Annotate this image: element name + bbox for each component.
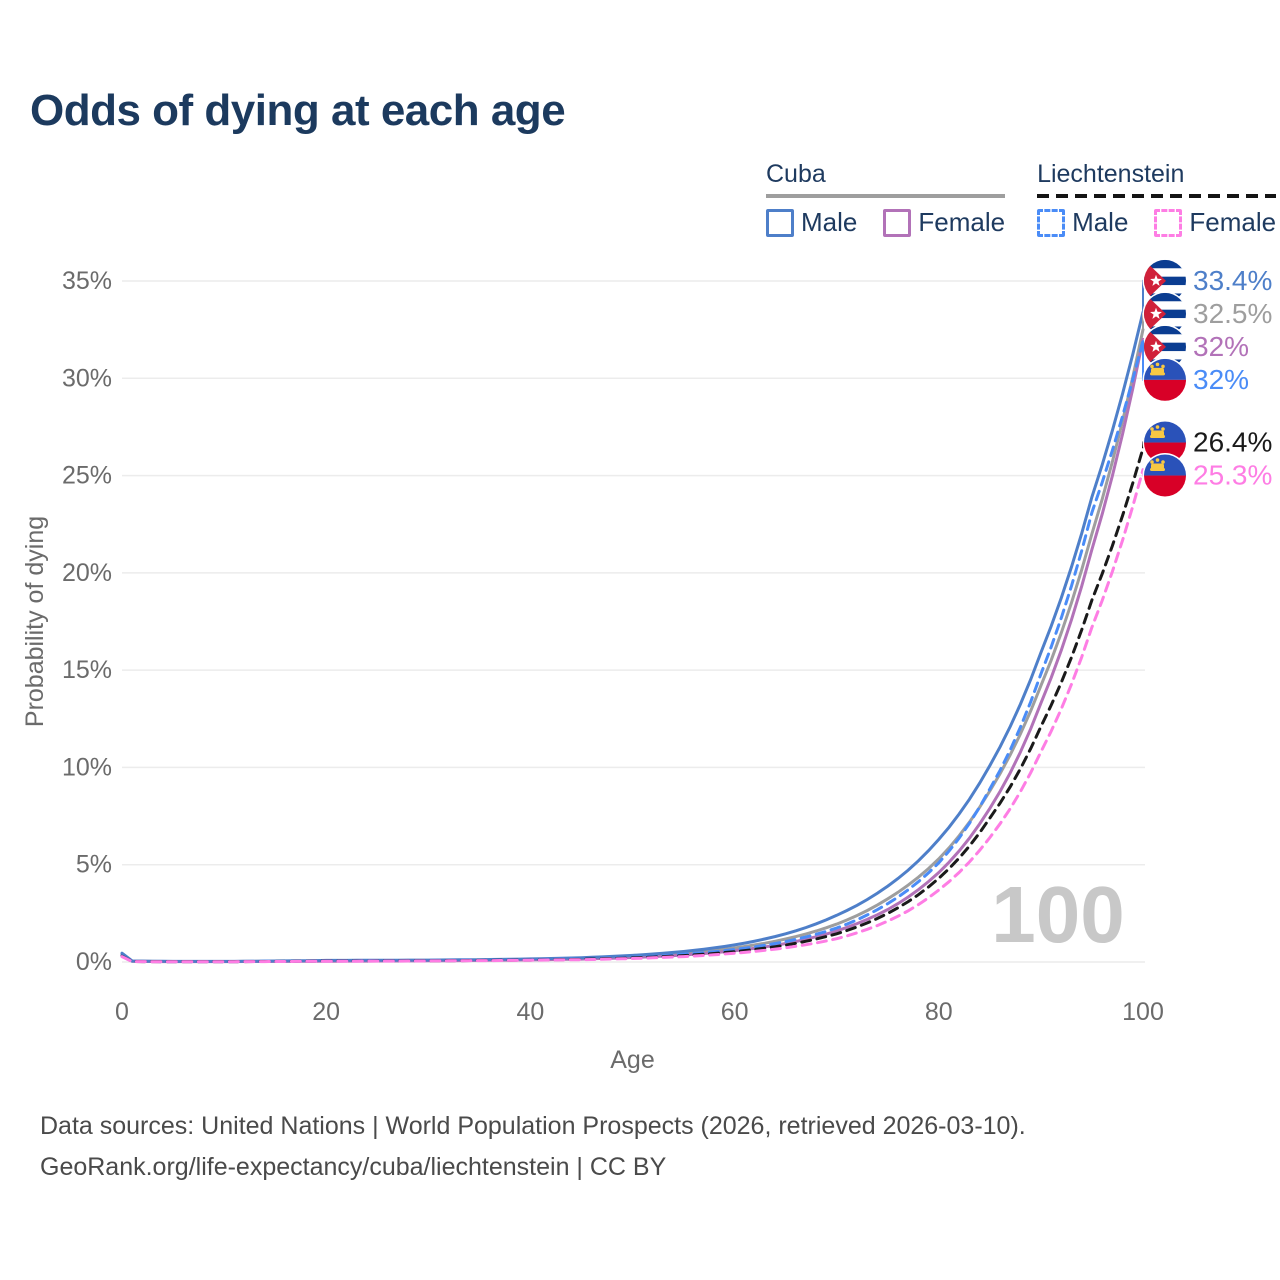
age-watermark: 100 [991, 870, 1124, 959]
y-tick-label: 20% [62, 559, 112, 587]
y-axis-title: Probability of dying [21, 516, 49, 727]
legend-swatch-solid-icon [883, 208, 912, 237]
legend-item-cuba-male[interactable]: Male [766, 207, 857, 238]
x-tick-label: 60 [721, 998, 749, 1026]
cuba-flag-icon [1142, 258, 1188, 304]
footer-sources: Data sources: United Nations | World Pop… [40, 1112, 1026, 1140]
legend-group-cuba: Cuba Male Female [766, 160, 1006, 238]
y-tick-label: 30% [62, 364, 112, 392]
chart-title: Odds of dying at each age [30, 86, 566, 135]
legend-underline-solid [766, 194, 1006, 198]
legend-item-label: Female [1189, 207, 1277, 237]
legend-item-label: Female [918, 207, 1006, 237]
series-line-cuba-female[interactable] [120, 337, 1145, 964]
series-line-liechtenstein-female[interactable] [120, 468, 1145, 964]
legend-item-label: Male [1072, 207, 1129, 237]
x-axis-title: Age [610, 1046, 654, 1074]
series-line-cuba-all[interactable] [120, 328, 1145, 963]
legend-underline-dashed [1037, 194, 1277, 198]
cuba-flag-icon [1142, 291, 1188, 337]
y-tick-label: 25% [62, 462, 112, 490]
end-label-liechtenstein-male: 32% [1193, 364, 1249, 395]
legend-group-title-cuba: Cuba [766, 160, 826, 188]
end-label-cuba-male: 33.4% [1193, 265, 1272, 296]
x-tick-label: 0 [115, 998, 129, 1026]
footer-attribution: GeoRank.org/life-expectancy/cuba/liechte… [40, 1153, 667, 1181]
y-tick-label: 35% [62, 267, 112, 295]
x-tick-label: 80 [925, 998, 953, 1026]
legend-item-liechtenstein-female[interactable]: Female [1154, 207, 1276, 238]
legend-item-liechtenstein-male[interactable]: Male [1037, 207, 1128, 238]
legend-group-liechtenstein: Liechtenstein Male Female [1037, 160, 1277, 238]
footer: Data sources: United Nations | World Pop… [40, 1106, 1026, 1188]
legend-item-cuba-female[interactable]: Female [883, 207, 1005, 238]
legend-swatch-dashed-icon [1154, 208, 1183, 237]
legend-group-title-liechtenstein: Liechtenstein [1037, 160, 1185, 188]
series-line-liechtenstein-male[interactable] [120, 338, 1145, 964]
legend-item-label: Male [801, 207, 858, 237]
end-label-cuba-all: 32.5% [1193, 298, 1272, 329]
legend-swatch-solid-icon [766, 208, 794, 237]
x-tick-label: 100 [1122, 998, 1164, 1026]
legend: Cuba Male Female Liechtenstein Male Female [766, 160, 1277, 238]
liechtenstein-flag-icon [1142, 453, 1188, 499]
y-tick-label: 5% [76, 851, 112, 879]
x-tick-label: 40 [516, 998, 544, 1026]
end-label-cuba-female: 32% [1193, 331, 1249, 362]
legend-swatch-dashed-icon [1037, 208, 1066, 237]
x-tick-label: 20 [312, 998, 340, 1026]
y-tick-label: 15% [62, 656, 112, 684]
y-tick-label: 0% [76, 948, 112, 976]
y-tick-label: 10% [62, 753, 112, 781]
end-label-liechtenstein-all: 26.4% [1193, 427, 1272, 458]
end-label-liechtenstein-female: 25.3% [1193, 460, 1272, 491]
series-line-liechtenstein-all[interactable] [120, 446, 1145, 964]
liechtenstein-flag-icon [1142, 357, 1188, 403]
